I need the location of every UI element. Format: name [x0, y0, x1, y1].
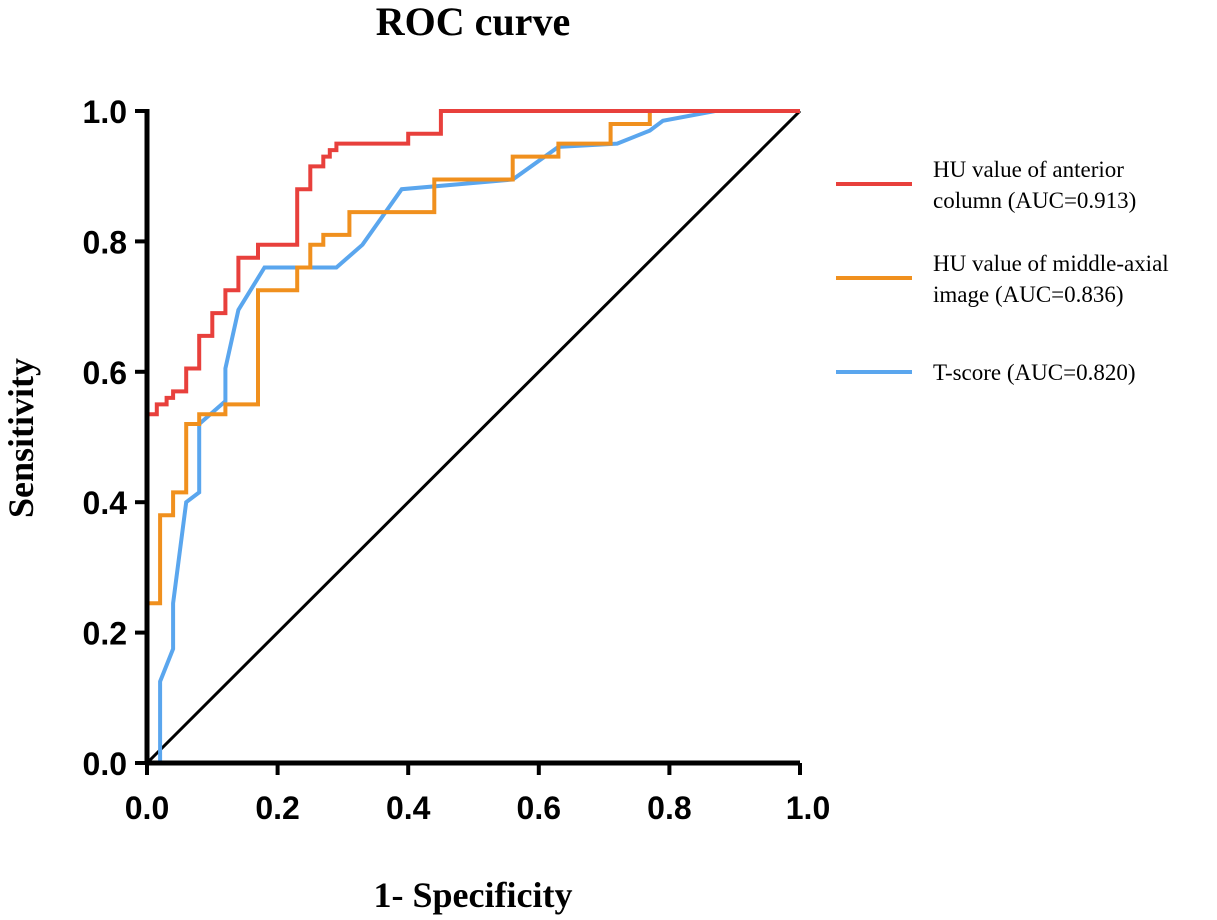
legend-label-series-1: HU value of anterior: [933, 157, 1124, 182]
y-tick-label: 0.4: [83, 485, 128, 521]
y-tick-label: 0.0: [83, 746, 127, 782]
legend-label-series-1: column (AUC=0.913): [933, 188, 1136, 213]
y-tick-label: 1.0: [83, 94, 127, 130]
x-tick-label: 0.8: [647, 790, 691, 826]
y-axis-label: Sensitivity: [1, 358, 41, 518]
y-tick-label: 0.8: [83, 224, 127, 260]
x-tick-label: 0.2: [255, 790, 299, 826]
legend-label-series-2: image (AUC=0.836): [933, 282, 1124, 307]
reference-diagonal-line: [145, 109, 802, 765]
x-tick-label: 1.0: [786, 790, 830, 826]
roc-line-series-2: [145, 109, 800, 763]
legend-label-series-2: HU value of middle-axial: [933, 251, 1169, 276]
x-tick-label: 0.0: [125, 790, 169, 826]
plot-area: [145, 109, 802, 765]
legend-label-series-3: T-score (AUC=0.820): [933, 360, 1135, 385]
roc-line-series-3: [156, 109, 800, 765]
y-tick-label: 0.6: [83, 355, 127, 391]
legend: HU value of anterior column (AUC=0.913) HU…: [836, 157, 1169, 385]
x-tick-label: 0.4: [386, 790, 431, 826]
y-tick-label: 0.2: [83, 616, 127, 652]
chart-title: ROC curve: [376, 0, 570, 44]
x-axis-label: 1- Specificity: [374, 875, 573, 915]
roc-line-series-1: [145, 109, 800, 763]
x-tick-label: 0.6: [517, 790, 561, 826]
axes: 0.0 0.2 0.4 0.6 0.8 1.0 0.0 0.2 0.4 0.6 0.8 1.0: [83, 94, 831, 826]
